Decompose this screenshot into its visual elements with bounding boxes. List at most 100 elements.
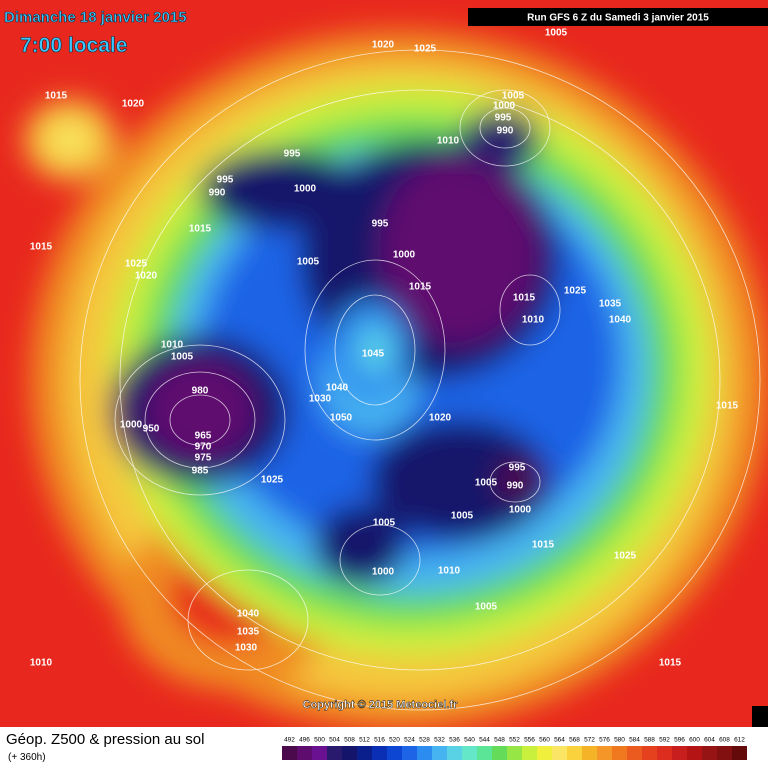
isobar-label: 950 xyxy=(143,424,160,435)
colorbar-cell xyxy=(507,746,522,760)
isobar xyxy=(479,107,531,149)
colorbar-cell xyxy=(672,746,687,760)
isobar-label: 1005 xyxy=(475,602,498,613)
isobar-label: 985 xyxy=(192,466,209,477)
colorbar-cell xyxy=(327,746,342,760)
isobar-label: 1015 xyxy=(659,658,682,669)
colorbar-label: 600 xyxy=(689,737,700,744)
colorbar-label: 532 xyxy=(434,737,445,744)
colorbar-label: 592 xyxy=(659,737,670,744)
isobar xyxy=(144,371,256,469)
isobar-label: 995 xyxy=(495,113,512,124)
isobar-label: 995 xyxy=(372,219,389,230)
height-contour xyxy=(145,360,255,460)
isobar-labels: 1020 102510051015102010051000995990101099… xyxy=(30,28,739,669)
isobar xyxy=(489,461,541,503)
colorbar-label: 508 xyxy=(344,737,355,744)
isobar-label: 1000 xyxy=(509,505,532,516)
colorbar-cell xyxy=(492,746,507,760)
colorbar-cell xyxy=(447,746,462,760)
isobar-label: 1040 xyxy=(609,315,632,326)
isobar-label: 1035 xyxy=(599,299,622,310)
colorbar-cell xyxy=(462,746,477,760)
colorbar-label: 588 xyxy=(644,737,655,744)
isobar-label: 990 xyxy=(209,188,226,199)
colorbar-label: 536 xyxy=(449,737,460,744)
isobar-label: 1005 xyxy=(297,257,320,268)
colorbar-cell xyxy=(312,746,327,760)
isobar-label: 990 xyxy=(497,126,514,137)
isobar-label: 1015 xyxy=(513,293,536,304)
colorbar-label: 560 xyxy=(539,737,550,744)
isobar xyxy=(304,259,446,441)
colorbar-cell xyxy=(687,746,702,760)
colorbar-label: 548 xyxy=(494,737,505,744)
colorbar: 492 496 500 504 508 512 516 520 524 528 532 536 540 5… xyxy=(282,737,747,760)
isobar-label: 1030 xyxy=(309,394,332,405)
isobar-label: 1025 xyxy=(614,551,637,562)
isobars xyxy=(79,49,761,711)
colorbar-cell xyxy=(582,746,597,760)
isobar-label: 1005 xyxy=(545,28,568,39)
isobar-label: 1015 xyxy=(45,91,68,102)
colorbar-cell xyxy=(417,746,432,760)
colorbar-cell xyxy=(282,746,297,760)
isobar-label: 1005 xyxy=(451,511,474,522)
isobar-label: 1015 xyxy=(532,540,555,551)
colorbar-label: 516 xyxy=(374,737,385,744)
date-title: Dimanche 18 janvier 2015 xyxy=(4,9,187,26)
colorbar-cell xyxy=(567,746,582,760)
colorbar-label: 564 xyxy=(554,737,565,744)
colorbar-label: 604 xyxy=(704,737,715,744)
isobar xyxy=(339,524,421,596)
height-contour xyxy=(357,325,393,375)
isobar-label: 1040 xyxy=(237,609,260,620)
height-contour xyxy=(200,150,360,230)
isobar-label: 1005 xyxy=(502,91,525,102)
isobar-label: 1010 xyxy=(30,658,53,669)
colorbar-label: 576 xyxy=(599,737,610,744)
isobar-label: 1020 xyxy=(372,40,395,51)
colorbar-label: 504 xyxy=(329,737,340,744)
isobar xyxy=(459,89,551,167)
isobar-label: 1015 xyxy=(716,401,739,412)
isobar-label: 1030 xyxy=(235,643,258,654)
height-contour xyxy=(370,420,550,540)
isobar xyxy=(119,89,721,671)
colorbar-label: 572 xyxy=(584,737,595,744)
isobar-label: 1015 xyxy=(409,282,432,293)
footer-title: Géop. Z500 & pression au sol xyxy=(6,731,204,748)
colorbar-cell xyxy=(537,746,552,760)
colorbar-cell xyxy=(552,746,567,760)
isobar-label: 1025 xyxy=(125,259,148,270)
colorbar-label: 612 xyxy=(734,737,745,744)
isobar-label: 1000 xyxy=(493,101,516,112)
isobar-label: 1020 xyxy=(122,99,145,110)
isobar-label: 1010 xyxy=(438,566,461,577)
colorbar-label: 496 xyxy=(299,737,310,744)
colorbar-cell xyxy=(732,746,747,760)
isobar-label: 975 xyxy=(195,453,212,464)
colorbar-label: 528 xyxy=(419,737,430,744)
colorbar-cell xyxy=(717,746,732,760)
colorbar-label: 540 xyxy=(464,737,475,744)
isobar-label: 995 xyxy=(217,175,234,186)
colorbar-cell xyxy=(522,746,537,760)
isobar-label: 1025 xyxy=(414,44,437,55)
forecast-lead: (+ 360h) xyxy=(8,752,46,763)
isobar-label: 1010 xyxy=(437,136,460,147)
isobar-label: 990 xyxy=(507,481,524,492)
colorbar-label: 552 xyxy=(509,737,520,744)
colorbar-cell xyxy=(642,746,657,760)
colorbar-label: 520 xyxy=(389,737,400,744)
isobar-label: 1035 xyxy=(237,627,260,638)
colorbar-label: 580 xyxy=(614,737,625,744)
isobar-label: 995 xyxy=(509,463,526,474)
colorbar-cell xyxy=(657,746,672,760)
height-contour xyxy=(495,458,545,502)
colorbar-cell xyxy=(387,746,402,760)
colorbar-cell xyxy=(432,746,447,760)
isobar xyxy=(114,344,286,496)
